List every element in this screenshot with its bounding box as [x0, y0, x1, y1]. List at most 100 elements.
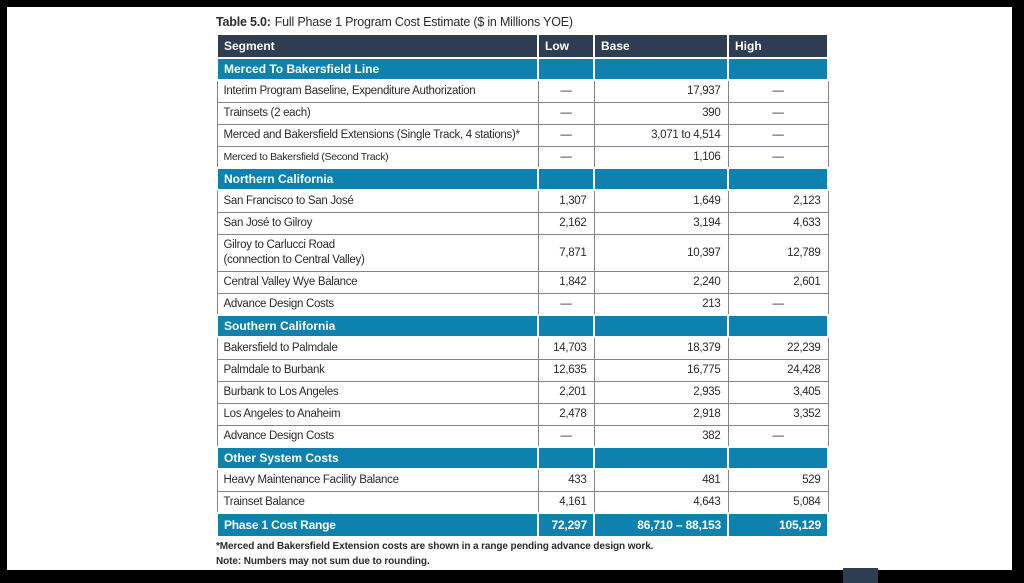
high-value-cell: 4,633 — [727, 211, 829, 235]
section-label: Northern California — [216, 167, 539, 191]
high-value-cell: — — [727, 424, 829, 448]
page-corner-tab — [843, 568, 878, 583]
low-value-cell: 4,161 — [537, 490, 595, 514]
section-empty-cell-high — [727, 314, 829, 338]
table-row: Burbank to Los Angeles 2,201 2,935 3,405 — [216, 380, 829, 404]
section-row: Northern California — [216, 167, 829, 191]
section-label: Southern California — [216, 314, 539, 338]
section-row: Southern California — [216, 314, 829, 338]
low-value-cell: 1,307 — [537, 189, 595, 213]
base-value-cell: 481 — [593, 468, 729, 492]
section-empty-cell-low — [537, 446, 595, 470]
high-value-cell: — — [727, 123, 829, 147]
table-row: Central Valley Wye Balance 1,842 2,240 2,60… — [216, 270, 829, 294]
segment-cell: Central Valley Wye Balance — [216, 270, 539, 294]
table-row: Interim Program Baseline, Expenditure Au… — [216, 79, 829, 103]
segment-cell: Interim Program Baseline, Expenditure Au… — [216, 79, 539, 103]
low-value-cell: — — [537, 424, 595, 448]
table-row: Gilroy to Carlucci Road (connection to C… — [216, 233, 829, 272]
table-title-text: Full Phase 1 Program Cost Estimate ($ in… — [274, 15, 573, 29]
high-value-cell: 5,084 — [727, 490, 829, 514]
base-value-cell: 86,710 – 88,153 — [593, 512, 729, 538]
column-header-segment: Segment — [216, 33, 539, 59]
base-value-cell: 10,397 — [593, 233, 729, 272]
high-value-cell: — — [727, 145, 829, 169]
base-value-cell: 1,649 — [593, 189, 729, 213]
base-value-cell: 2,918 — [593, 402, 729, 426]
segment-cell: Bakersfield to Palmdale — [216, 336, 539, 360]
base-value-cell: 1,106 — [593, 145, 729, 169]
low-value-cell: 2,162 — [537, 211, 595, 235]
table-row: Trainset Balance 4,161 4,643 5,084 — [216, 490, 829, 514]
base-value-cell: 3,071 to 4,514 — [593, 123, 729, 147]
low-value-cell: 14,703 — [537, 336, 595, 360]
section-empty-cell-high — [727, 167, 829, 191]
base-value-cell: 4,643 — [593, 490, 729, 514]
segment-cell: Merced to Bakersfield (Second Track) — [216, 145, 539, 169]
table-header-row: Segment Low Base High — [216, 33, 829, 59]
low-value-cell: — — [537, 145, 595, 169]
document-page: Table 5.0: Full Phase 1 Program Cost Esti… — [7, 7, 1012, 570]
high-value-cell: 12,789 — [727, 233, 829, 272]
section-empty-cell-low — [537, 167, 595, 191]
table-row: San Francisco to San José 1,307 1,649 2,123 — [216, 189, 829, 213]
section-empty-cell-low — [537, 314, 595, 338]
base-value-cell: 213 — [593, 292, 729, 316]
segment-cell: Heavy Maintenance Facility Balance — [216, 468, 539, 492]
segment-cell: Los Angeles to Anaheim — [216, 402, 539, 426]
high-value-cell: 105,129 — [727, 512, 829, 538]
table-row: San José to Gilroy 2,162 3,194 4,633 — [216, 211, 829, 235]
section-empty-cell-base — [593, 167, 729, 191]
footnote-extension-range: *Merced and Bakersfield Extension costs … — [216, 541, 654, 552]
low-value-cell: 1,842 — [537, 270, 595, 294]
segment-cell: Trainset Balance — [216, 490, 539, 514]
low-value-cell: — — [537, 79, 595, 103]
low-value-cell: 72,297 — [537, 512, 595, 538]
section-label: Other System Costs — [216, 446, 539, 470]
segment-cell: Merced and Bakersfield Extensions (Singl… — [216, 123, 539, 147]
table-row: Merced to Bakersfield (Second Track) —1,1… — [216, 145, 829, 169]
high-value-cell: 22,239 — [727, 336, 829, 360]
high-value-cell: 3,352 — [727, 402, 829, 426]
table-row: Merced and Bakersfield Extensions (Singl… — [216, 123, 829, 147]
segment-cell: Advance Design Costs — [216, 292, 539, 316]
section-empty-cell-base — [593, 57, 729, 81]
segment-cell: Palmdale to Burbank — [216, 358, 539, 382]
high-value-cell: 3,405 — [727, 380, 829, 404]
low-value-cell: 2,478 — [537, 402, 595, 426]
high-value-cell: 2,123 — [727, 189, 829, 213]
segment-cell: San Francisco to San José — [216, 189, 539, 213]
cost-estimate-table: Segment Low Base High Merced To Bakersfi… — [216, 33, 829, 538]
footnote-rounding: Note: Numbers may not sum due to roundin… — [216, 556, 430, 567]
section-empty-cell-high — [727, 57, 829, 81]
high-value-cell: 529 — [727, 468, 829, 492]
base-value-cell: 2,935 — [593, 380, 729, 404]
low-value-cell: 7,871 — [537, 233, 595, 272]
segment-cell: San José to Gilroy — [216, 211, 539, 235]
section-empty-cell-high — [727, 446, 829, 470]
base-value-cell: 17,937 — [593, 79, 729, 103]
low-value-cell: 433 — [537, 468, 595, 492]
low-value-cell: — — [537, 292, 595, 316]
table-row: Trainsets (2 each) —390— — [216, 101, 829, 125]
table-title-number: Table 5.0: — [216, 15, 271, 29]
base-value-cell: 382 — [593, 424, 729, 448]
high-value-cell: — — [727, 79, 829, 103]
section-row: Other System Costs — [216, 446, 829, 470]
column-header-low: Low — [537, 33, 595, 59]
low-value-cell: — — [537, 101, 595, 125]
section-row: Merced To Bakersfield Line — [216, 57, 829, 81]
base-value-cell: 3,194 — [593, 211, 729, 235]
column-header-base: Base — [593, 33, 729, 59]
table-row: Advance Design Costs —382— — [216, 424, 829, 448]
segment-cell: Burbank to Los Angeles — [216, 380, 539, 404]
total-row: Phase 1 Cost Range 72,297 86,710 – 88,153 1… — [216, 512, 829, 538]
base-value-cell: 2,240 — [593, 270, 729, 294]
low-value-cell: — — [537, 123, 595, 147]
section-label: Merced To Bakersfield Line — [216, 57, 539, 81]
segment-cell: Advance Design Costs — [216, 424, 539, 448]
base-value-cell: 16,775 — [593, 358, 729, 382]
section-empty-cell-low — [537, 57, 595, 81]
table-row: Heavy Maintenance Facility Balance 433 481… — [216, 468, 829, 492]
